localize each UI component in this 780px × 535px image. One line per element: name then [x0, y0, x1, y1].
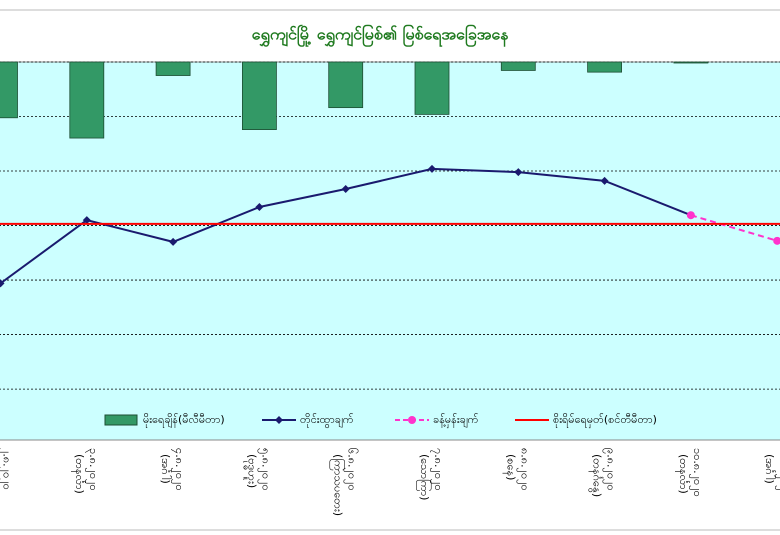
marker	[514, 168, 523, 177]
x-tick-date: ၄.၈.၂၀၂၀	[171, 448, 186, 491]
x-tick-label: ၂.၈.၂၀၂၀(တနင်္ဂနွေ)	[0, 448, 14, 490]
bar	[500, 61, 536, 71]
x-tick-label: ၇.၈.၂၀၂၀(သောကြာ)	[416, 448, 445, 500]
legend-swatch	[104, 414, 138, 426]
bar	[414, 61, 450, 115]
x-tick-day: (အင်္ဂါ)	[159, 454, 172, 484]
x-tick-day: (စနေ)	[502, 454, 517, 480]
x-tick-date: ၇.၈.၂၀၂၀	[430, 448, 445, 491]
x-tick-label: ၃.၈.၂၀၂၀(တနင်္လာ)	[71, 448, 100, 494]
bar	[155, 61, 191, 76]
legend-marker	[275, 416, 283, 424]
x-tick-date: ၁၁.၈.၂၀၂၀	[775, 448, 780, 497]
legend-label: ခန့်မှန်းချက်	[433, 413, 479, 428]
chart-frame	[0, 9, 780, 531]
marker	[600, 176, 609, 185]
bar	[69, 61, 105, 139]
x-tick-day: (အင်္ဂါ)	[763, 454, 776, 484]
x-tick-date: ၉.၈.၂၀၂၀	[603, 448, 618, 491]
plot-area	[0, 61, 780, 441]
x-tick-day: (တနင်္ဂနွေ)	[589, 454, 604, 497]
x-tick-date: ၂.၈.၂၀၂၀	[0, 448, 14, 490]
marker	[341, 185, 350, 194]
marker	[0, 279, 5, 288]
marker	[428, 164, 436, 173]
x-tick-label: ၈.၈.၂၀၂၀(စနေ)	[502, 448, 531, 491]
x-tick-date: ၁၀.၈.၂၀၂၀	[689, 448, 704, 497]
x-tick-date: ၃.၈.၂၀၂၀	[85, 448, 100, 491]
legend-label: မိုးရေချိန်(မီလီမီတာ)	[143, 413, 225, 428]
legend-marker	[408, 416, 416, 424]
bar	[0, 61, 18, 119]
x-tick-label: ၅.၈.၂၀၂၀(ဗုဒ္ဓဟူး)	[243, 448, 272, 491]
marker	[169, 237, 178, 246]
x-tick-label: ၉.၈.၂၀၂၀(တနင်္ဂနွေ)	[589, 448, 618, 497]
bar	[328, 61, 364, 109]
x-tick-day: (တနင်္လာ)	[675, 454, 690, 494]
x-tick-date: ၅.၈.၂၀၂၀	[257, 448, 272, 491]
bar	[241, 61, 277, 130]
marker	[82, 216, 91, 225]
marker	[255, 203, 264, 212]
x-tick-label: ၄.၈.၂၀၂၀(အင်္ဂါ)	[159, 448, 186, 491]
bar	[587, 61, 622, 73]
legend-label: စိုးရိမ်ရေမှတ်(စင်တီမီတာ)	[553, 413, 657, 428]
x-tick-day: (ကြာသပတေး)	[330, 454, 346, 516]
x-tick-day: (သောကြာ)	[416, 454, 432, 500]
line	[690, 214, 778, 242]
x-tick-date: ၈.၈.၂၀၂၀	[516, 448, 531, 491]
x-tick-day: (ဗုဒ္ဓဟူး)	[243, 454, 258, 488]
marker	[686, 211, 695, 220]
x-tick-date: ၆.၈.၂၀၂၀	[344, 448, 359, 491]
x-tick-day: (တနင်္လာ)	[71, 454, 86, 494]
bar	[673, 61, 709, 64]
x-tick-label: ၁၀.၈.၂၀၂၀(တနင်္လာ)	[675, 448, 704, 497]
x-tick-label: ၁၁.၈.၂၀၂၀(အင်္ဂါ)	[763, 448, 780, 497]
marker	[773, 236, 780, 245]
x-tick-label: ၆.၈.၂၀၂၀(ကြာသပတေး)	[330, 448, 359, 516]
legend-label: တိုင်းထွာချက်	[300, 413, 354, 428]
